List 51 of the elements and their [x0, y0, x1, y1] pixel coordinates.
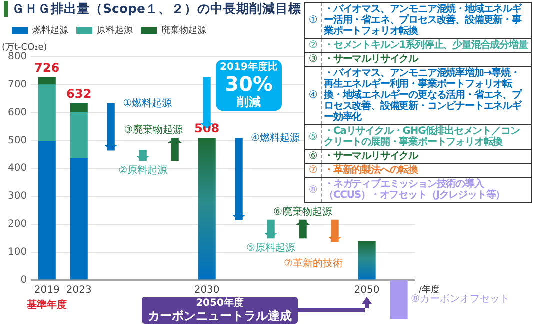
x-tick-label: 2050	[354, 284, 380, 296]
annotation: ・サーマルリサイクル	[322, 52, 532, 66]
annotation: ・サーマルリサイクル	[322, 150, 532, 164]
series-label: ①燃料起源	[123, 97, 172, 110]
annotation: 2019年度比	[220, 62, 278, 74]
legend-label: 燃料起源	[32, 24, 68, 36]
legend-label: 原料起源	[97, 24, 133, 36]
y-tick-label: 600	[8, 107, 28, 118]
annotation: ⑧	[304, 178, 322, 202]
chart-title: ＧＨＧ排出量（Scope１、２）の中長期削減目標	[4, 1, 302, 17]
y-tick-label: 500	[8, 135, 28, 146]
annotation: カーボンニュートラル達成	[148, 309, 292, 324]
annotation: ・革新的製法への転換	[322, 164, 532, 178]
annotation: 削減	[236, 94, 262, 109]
annotation: ③	[304, 52, 322, 66]
x-axis-title: /年度	[419, 284, 440, 296]
series-label: ②原料起源	[118, 164, 168, 176]
text: ・バイオマス、アンモニア混焼・地域エネルギー活用・省エネ、プロセス改善、設備更新・事業ポートフォリオ転換	[322, 2, 532, 38]
y-tick-label: 300	[8, 191, 28, 202]
series-label: ⑥廃棄物起源	[274, 206, 333, 218]
annotation: ⑤	[304, 124, 322, 150]
text: ②	[304, 38, 322, 52]
annotation: ⑦	[304, 164, 322, 178]
total-label: 632	[66, 86, 92, 101]
series-label: ⑤原料起源	[246, 242, 296, 254]
annotation: ・ネガティブエミッション技術の導入（CCUS）・オフセット（Jクレジット等）	[322, 178, 532, 202]
text: ・セメントキルン1系列停止、少量混合成分増量	[322, 38, 532, 52]
annotation: 30%	[224, 72, 274, 96]
series-label: ④燃料起源	[251, 132, 300, 144]
annotation: ・バイオマス、アンモニア混焼率増加→専焼・再生エネルギー利用・事業ポートフォリオ転換・地域エネルギーの更なる活用・省エネ、プロセス改善、設備更新・コンビナートエネルギー効率化	[322, 66, 532, 124]
y-tick-label: 200	[8, 218, 28, 230]
x-tick-label: 2030	[194, 284, 220, 296]
series-label: ⑦革新的技術	[284, 257, 344, 270]
annotation: ④	[304, 66, 322, 124]
annotation: 基準年度	[26, 298, 68, 311]
y-tick-label: 800	[8, 52, 28, 63]
annotation: ・Caリサイクル・GHG低排出セメント／コンクリートの展開・事業ポートフォリオ転換	[322, 124, 532, 150]
x-tick-label: 2023	[66, 284, 92, 296]
legend-label: 廃棄物起源	[162, 24, 206, 36]
total-label: 726	[34, 60, 60, 75]
text: ①	[304, 2, 322, 38]
series-label: ③廃棄物起源	[124, 124, 184, 136]
annotation: 2050年度	[195, 298, 245, 310]
series-label: ⑧カーボンオフセット	[411, 294, 510, 305]
y-tick-label: 700	[8, 79, 28, 90]
x-tick-label: 2019	[34, 284, 60, 296]
annotation: ⑥	[304, 150, 322, 164]
y-axis-title: (万t-CO₂e)	[2, 42, 48, 53]
y-tick-label: 100	[8, 246, 28, 258]
y-tick-label: 0	[20, 274, 28, 286]
y-tick-label: 400	[8, 163, 28, 174]
